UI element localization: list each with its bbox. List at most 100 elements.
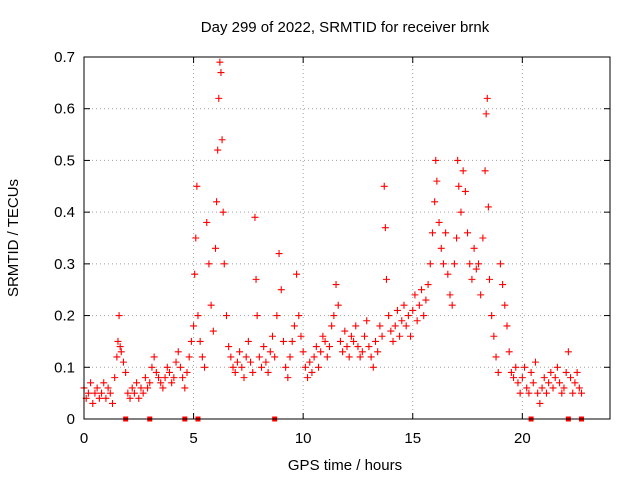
data-point: [521, 363, 529, 371]
data-point: [117, 348, 125, 356]
data-point: [308, 368, 316, 376]
data-point: [330, 312, 338, 320]
data-point: [457, 208, 465, 216]
data-point: [137, 384, 145, 392]
data-point: [297, 332, 305, 340]
data-point: [312, 343, 320, 351]
data-point: [332, 281, 340, 289]
data-point: [569, 389, 577, 397]
data-point: [174, 348, 182, 356]
data-point: [470, 244, 478, 252]
data-point: [482, 110, 490, 118]
data-point: [128, 384, 136, 392]
data-point: [244, 337, 252, 345]
data-point: [116, 343, 124, 351]
y-tick-label: 0.4: [54, 204, 75, 221]
data-point: [516, 389, 524, 397]
y-tick-label: 0.2: [54, 308, 75, 325]
x-tick-label: 10: [295, 430, 312, 447]
data-point: [448, 301, 456, 309]
data-point: [578, 389, 586, 397]
data-point: [518, 374, 526, 382]
y-tick-label: 0.6: [54, 101, 75, 118]
data-point: [100, 379, 108, 387]
data-point: [477, 291, 485, 299]
data-point: [108, 399, 116, 407]
data-point: [407, 332, 415, 340]
data-point: [523, 384, 531, 392]
data-point: [207, 301, 215, 309]
data-point: [214, 146, 222, 154]
data-point: [450, 260, 458, 268]
data-point: [233, 358, 241, 366]
data-point: [124, 389, 132, 397]
x-tick-label: 20: [514, 430, 531, 447]
data-point: [219, 208, 227, 216]
data-point: [213, 198, 221, 206]
data-point: [176, 363, 184, 371]
data-point: [155, 374, 163, 382]
y-tick-label: 0.5: [54, 152, 75, 169]
data-point: [98, 389, 106, 397]
data-point: [102, 394, 110, 402]
data-point: [299, 348, 307, 356]
data-point: [464, 229, 472, 237]
data-point: [387, 327, 395, 335]
y-axis-label: SRMTID / TECUs: [5, 179, 22, 297]
data-point: [172, 358, 180, 366]
data-point: [159, 384, 167, 392]
data-point: [275, 250, 283, 258]
data-point: [161, 374, 169, 382]
data-point: [376, 322, 384, 330]
data-point: [336, 337, 344, 345]
data-point: [444, 270, 452, 278]
data-point: [542, 389, 550, 397]
data-point: [483, 94, 491, 102]
data-point: [106, 389, 114, 397]
data-point: [84, 389, 92, 397]
data-point: [439, 260, 447, 268]
data-point: [556, 379, 564, 387]
data-point: [157, 379, 165, 387]
data-point: [229, 363, 237, 371]
data-point: [435, 218, 443, 226]
data-point: [479, 234, 487, 242]
data-point: [428, 229, 436, 237]
data-point: [231, 368, 239, 376]
data-point: [240, 374, 248, 382]
data-point: [266, 348, 274, 356]
data-point: [126, 394, 134, 402]
data-point: [253, 312, 261, 320]
data-point: [551, 374, 559, 382]
data-point: [534, 389, 542, 397]
data-point: [201, 363, 209, 371]
data-point: [380, 182, 388, 190]
data-point: [183, 368, 191, 376]
data-point: [503, 322, 511, 330]
data-point: [205, 260, 213, 268]
data-point: [431, 198, 439, 206]
data-point: [536, 399, 544, 407]
data-point: [381, 224, 389, 232]
data-point: [264, 368, 272, 376]
data-point: [198, 353, 206, 361]
data-point: [454, 156, 462, 164]
data-point: [295, 312, 303, 320]
data-point: [562, 368, 570, 376]
data-point: [371, 337, 379, 345]
data-point: [527, 368, 535, 376]
data-point: [396, 332, 404, 340]
data-point: [323, 353, 331, 361]
data-point: [560, 384, 568, 392]
data-point: [411, 291, 419, 299]
data-point: [95, 394, 103, 402]
data-point: [225, 343, 233, 351]
data-point: [538, 384, 546, 392]
data-point: [547, 368, 555, 376]
data-point: [220, 260, 228, 268]
data-point: [236, 348, 244, 356]
data-point: [341, 327, 349, 335]
data-point: [290, 322, 298, 330]
data-point: [242, 353, 250, 361]
